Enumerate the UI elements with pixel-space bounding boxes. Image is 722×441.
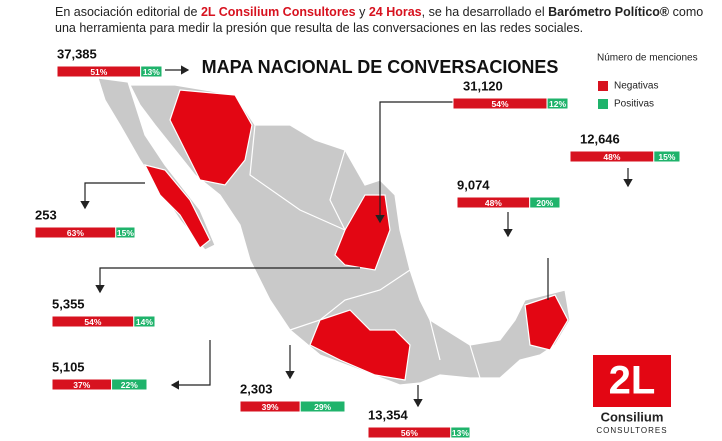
positive-bar — [111, 378, 148, 391]
callouts: 37,385 51% 13% 31,120 54% 12% 12,646 48% 15% 9,07… — [34, 46, 681, 439]
intro-part: , se ha desarrollado el — [421, 5, 545, 19]
intro-brand: 2L Consilium Consultores — [200, 5, 356, 19]
positive-label: 22% — [121, 380, 138, 390]
map — [97, 77, 571, 386]
positive-label: 14% — [136, 317, 153, 327]
count: 31,120 — [463, 78, 503, 93]
count: 253 — [35, 207, 57, 222]
positive-label: 13% — [143, 67, 160, 77]
negative-label: 37% — [73, 380, 90, 390]
negative-label: 48% — [485, 198, 502, 208]
positive-bar — [546, 97, 569, 110]
logo-sub: CONSULTORES — [596, 426, 667, 435]
positive-bar — [140, 65, 163, 78]
legend-swatch — [598, 81, 608, 91]
intro-product: Barómetro Político® — [548, 5, 670, 19]
negative-label: 51% — [90, 67, 107, 77]
legend-label: Positivas — [614, 99, 654, 110]
intro-part: En asociación editorial de — [55, 5, 198, 19]
negative-label: 48% — [603, 152, 620, 162]
intro-part: y — [359, 5, 366, 19]
count: 2,303 — [240, 381, 273, 396]
count: 9,074 — [457, 177, 490, 192]
legend-label: Negativas — [614, 81, 658, 92]
count: 12,646 — [580, 131, 620, 146]
positive-label: 29% — [314, 402, 331, 412]
intro-paper: 24 Horas — [368, 5, 422, 19]
count: 5,105 — [52, 359, 85, 374]
positive-label: 15% — [658, 152, 675, 162]
positive-bar — [133, 315, 156, 328]
negative-label: 54% — [492, 99, 509, 109]
negative-label: 39% — [262, 402, 279, 412]
intro-text: En asociación editorial de 2L Consilium … — [55, 4, 720, 36]
logo-name: Consilium — [601, 409, 664, 424]
logo-mark: 2L — [609, 359, 656, 403]
positive-bar — [653, 150, 681, 163]
negative-label: 54% — [84, 317, 101, 327]
negative-label: 56% — [401, 428, 418, 438]
positive-label: 15% — [117, 228, 134, 238]
positive-bar — [529, 196, 561, 209]
legend-swatch — [598, 99, 608, 109]
positive-label: 13% — [452, 428, 469, 438]
logo-box — [593, 355, 671, 407]
title: MAPA NACIONAL DE CONVERSACIONES — [202, 57, 559, 77]
intro-part: como una herramienta para medir la presi… — [55, 5, 704, 35]
connectors — [80, 65, 633, 408]
positive-bar — [299, 400, 346, 413]
positive-bar — [450, 426, 471, 439]
count: 37,385 — [57, 46, 97, 61]
positive-bar — [115, 226, 136, 239]
negative-label: 63% — [67, 228, 84, 238]
count: 13,354 — [368, 407, 409, 422]
positive-label: 12% — [549, 99, 566, 109]
positive-label: 20% — [536, 198, 553, 208]
legend-title: Número de menciones — [597, 53, 698, 64]
count: 5,355 — [52, 296, 85, 311]
legend: Negativas Positivas — [598, 81, 658, 110]
